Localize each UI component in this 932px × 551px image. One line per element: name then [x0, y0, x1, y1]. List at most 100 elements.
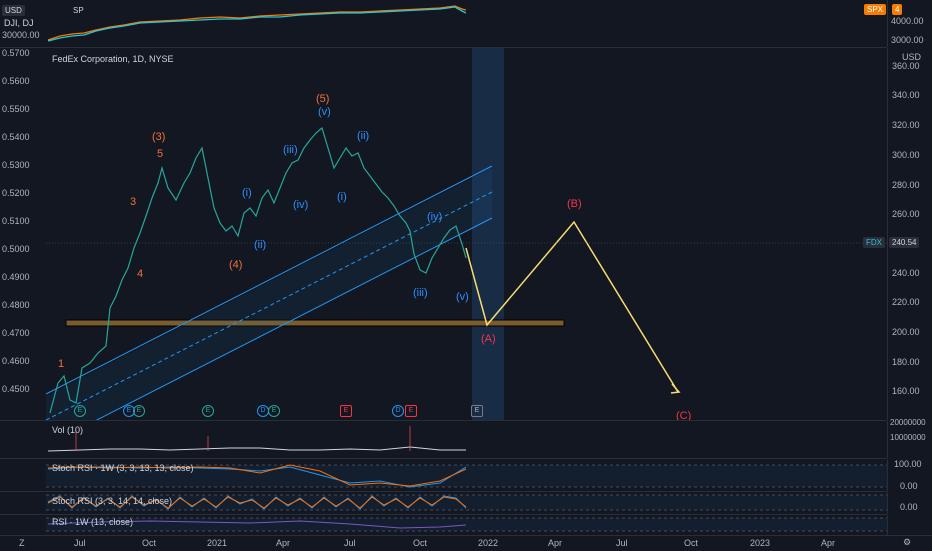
legend-dji: DJI, DJ [4, 18, 34, 28]
stoch-rsi-axis: 0.00 [887, 492, 932, 514]
volume-tick: 20000000 [890, 418, 926, 427]
separator [0, 514, 887, 515]
chart-title: FedEx Corporation, 1D, NYSE [52, 54, 174, 64]
left-tick: 0.5500 [2, 104, 30, 114]
stoch-rsi-pane[interactable]: Stoch RSI (3, 3, 14, 14, close) [0, 492, 887, 514]
stoch-tick: 0.00 [900, 502, 918, 512]
wave-label: 5 [157, 148, 164, 160]
time-tick: Oct [142, 538, 157, 548]
time-tick: Apr [276, 538, 291, 548]
stoch-rsi-weekly-title: Stoch RSI · 1W (3, 3, 13, 13, close) [52, 463, 194, 473]
left-tick: 0.4700 [2, 328, 30, 338]
stoch-rsi-title: Stoch RSI (3, 3, 14, 14, close) [52, 496, 173, 506]
separator [0, 458, 887, 459]
wave-label: (iii) [413, 287, 428, 299]
earnings-event-icon[interactable]: E [405, 405, 417, 417]
price-tick: 240.00 [892, 268, 920, 278]
stoch-tick: 100.00 [894, 459, 922, 469]
price-axis[interactable]: USD 360.00 340.00 320.00 300.00 280.00 2… [887, 48, 932, 420]
left-tick: 0.5600 [2, 76, 30, 86]
wave-label: (4) [229, 259, 243, 271]
price-tick: 260.00 [892, 209, 920, 219]
price-tick: 360.00 [892, 61, 920, 71]
top-left-tick: 30000.00 [2, 30, 40, 40]
left-tick: 0.5700 [2, 48, 30, 58]
wave-label: 4 [137, 268, 144, 280]
left-tick: 0.5400 [2, 132, 30, 142]
wave-label: 3 [130, 196, 137, 208]
settings-icon[interactable]: ⚙ [903, 537, 912, 547]
left-tick: 0.5300 [2, 160, 30, 170]
time-tick: 2021 [207, 538, 228, 548]
wave-label: (ii) [357, 130, 370, 142]
price-tick: 160.00 [892, 386, 920, 396]
price-tick: 180.00 [892, 357, 920, 367]
spx-tag: SPX [864, 4, 887, 15]
left-tick: 0.4500 [2, 384, 30, 394]
stoch-rsi-weekly-chart [46, 464, 887, 488]
volume-title: Vol (10) [52, 425, 84, 435]
time-axis[interactable]: Z Jul Oct 2021 Apr Jul Oct 2022 Apr Jul … [0, 535, 932, 551]
earnings-event-icon[interactable]: E [340, 405, 352, 417]
top-right-tick-1: 4000.00 [891, 16, 924, 26]
stoch-tick: 0.00 [900, 481, 918, 491]
legend-sp-tag[interactable]: SP [73, 6, 84, 15]
wave-label: (A) [481, 333, 496, 345]
comparison-chart [47, 5, 467, 42]
time-tick: Oct [684, 538, 699, 548]
currency-label: USD [902, 52, 922, 62]
stoch-rsi-weekly-pane[interactable]: Stoch RSI · 1W (3, 3, 13, 13, close) [0, 459, 887, 491]
wave-label: (3) [152, 131, 166, 143]
earnings-event-icon[interactable]: E [471, 405, 483, 417]
earnings-event-icon[interactable]: E [202, 405, 214, 417]
wave-label: (iv) [293, 199, 309, 211]
rsi-weekly-pane[interactable]: RSI · 1W (13, close) [0, 515, 887, 535]
wave-label: (ii) [254, 239, 267, 251]
price-tag-symbol: FDX [863, 237, 885, 248]
comparison-pane[interactable]: USD SP DJI, DJ 30000.00 [0, 0, 887, 47]
price-tick: 280.00 [892, 180, 920, 190]
wave-label: (v) [456, 291, 469, 303]
left-tick: 0.4600 [2, 356, 30, 366]
left-tick: 0.4800 [2, 300, 30, 310]
stoch-rsi-weekly-axis: 100.00 0.00 [887, 459, 932, 491]
main-chart-pane[interactable]: FedEx Corporation, 1D, NYSE 0.5700 0.560… [0, 48, 887, 420]
wave-label: (i) [337, 191, 347, 203]
price-tick: 300.00 [892, 150, 920, 160]
wave-label: (v) [318, 106, 331, 118]
earnings-event-icon[interactable]: E [133, 405, 145, 417]
time-tick: Jul [616, 538, 628, 548]
time-tick: Apr [548, 538, 563, 548]
left-tick: 0.5100 [2, 216, 30, 226]
rsi-axis [887, 515, 932, 535]
earnings-event-icon[interactable]: E [268, 405, 280, 417]
time-tick: Apr [821, 538, 836, 548]
dividend-event-icon[interactable]: D [392, 405, 404, 417]
volume-pane[interactable]: Vol (10) [0, 421, 887, 458]
separator [0, 491, 887, 492]
rsi-weekly-title: RSI · 1W (13, close) [52, 517, 134, 527]
left-tick: 0.4900 [2, 272, 30, 282]
rsi-weekly-chart [46, 517, 887, 532]
time-tick: Jul [74, 538, 86, 548]
earnings-event-icon[interactable]: E [74, 405, 86, 417]
wave-label: 1 [58, 358, 65, 370]
volume-chart [47, 426, 466, 452]
price-chart [45, 48, 887, 420]
time-tick: 2023 [750, 538, 771, 548]
wave-label: (iv) [427, 211, 443, 223]
wave-label: (i) [242, 187, 252, 199]
price-tag-value: 240.54 [889, 237, 920, 248]
time-tick: Oct [413, 538, 428, 548]
wave-label: (5) [316, 93, 330, 105]
wave-label: (C) [676, 410, 692, 420]
separator [0, 47, 887, 48]
time-tick: 2022 [478, 538, 499, 548]
price-tick: 320.00 [892, 120, 920, 130]
volume-axis: 20000000 10000000 [887, 418, 932, 458]
time-axis-zoom-button[interactable]: Z [19, 538, 25, 548]
separator [0, 420, 887, 421]
price-tick: 220.00 [892, 297, 920, 307]
legend-usd-tag[interactable]: USD [2, 5, 25, 16]
left-tick: 0.5000 [2, 244, 30, 254]
